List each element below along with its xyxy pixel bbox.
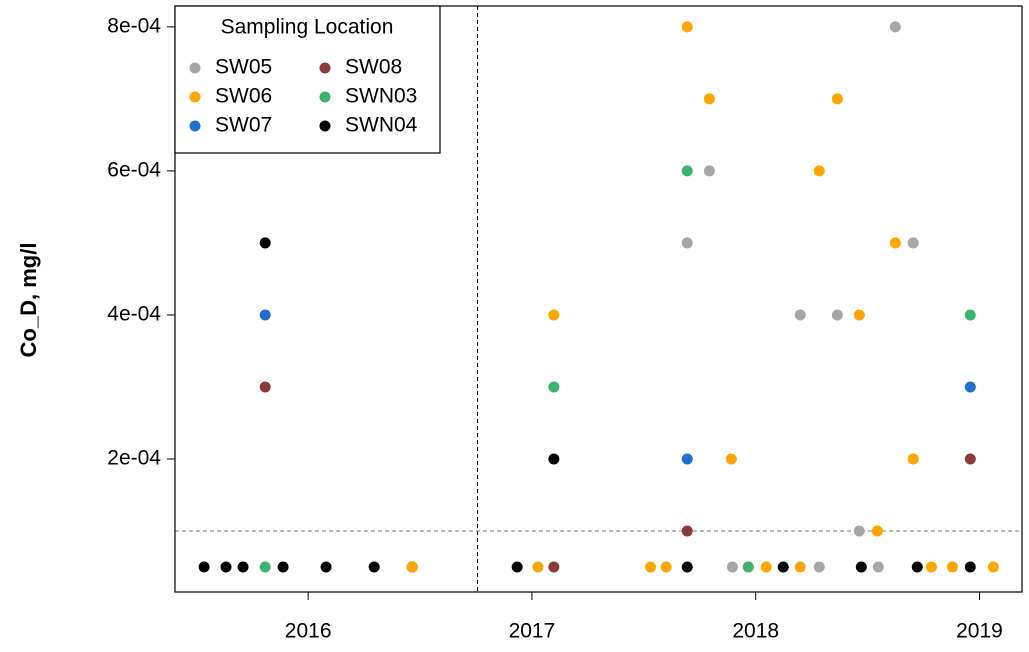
data-point xyxy=(220,561,232,573)
data-point xyxy=(964,381,976,393)
data-point xyxy=(964,561,976,573)
y-tick-label: 2e-04 xyxy=(107,447,161,470)
data-point xyxy=(548,309,560,321)
data-point xyxy=(198,561,210,573)
legend-label: SW05 xyxy=(215,56,272,79)
data-point xyxy=(760,561,772,573)
legend-title: Sampling Location xyxy=(221,16,394,39)
data-point xyxy=(645,561,657,573)
data-point xyxy=(987,561,999,573)
legend-box xyxy=(174,5,441,154)
data-point xyxy=(872,561,884,573)
data-point xyxy=(964,453,976,465)
data-point xyxy=(831,309,843,321)
data-point xyxy=(946,561,958,573)
data-point xyxy=(871,525,883,537)
x-tick-label: 2017 xyxy=(509,620,556,643)
x-tick-label: 2016 xyxy=(285,620,332,643)
legend-marker xyxy=(189,91,201,103)
y-tick-label: 8e-04 xyxy=(107,14,161,37)
data-point xyxy=(703,93,715,105)
data-point xyxy=(726,561,738,573)
legend-marker xyxy=(319,91,331,103)
y-tick-label: 4e-04 xyxy=(107,302,161,325)
data-point xyxy=(907,237,919,249)
data-point xyxy=(889,237,901,249)
data-point xyxy=(259,561,271,573)
data-point xyxy=(368,561,380,573)
data-point xyxy=(660,561,672,573)
data-point xyxy=(831,93,843,105)
data-point xyxy=(320,561,332,573)
x-tick-label: 2019 xyxy=(956,620,1003,643)
data-point xyxy=(259,381,271,393)
data-point xyxy=(964,309,976,321)
y-tick-label: 6e-04 xyxy=(107,158,161,181)
data-point xyxy=(813,165,825,177)
legend-label: SWN03 xyxy=(345,85,417,108)
data-point xyxy=(548,453,560,465)
data-point xyxy=(794,561,806,573)
data-point xyxy=(681,21,693,33)
data-point xyxy=(907,453,919,465)
data-point xyxy=(548,381,560,393)
data-point xyxy=(853,309,865,321)
data-point xyxy=(855,561,867,573)
data-point xyxy=(725,453,737,465)
data-point xyxy=(511,561,523,573)
data-point xyxy=(237,561,249,573)
data-point xyxy=(889,21,901,33)
data-point xyxy=(853,525,865,537)
legend-marker xyxy=(319,120,331,132)
data-point xyxy=(925,561,937,573)
legend-marker xyxy=(189,120,201,132)
data-point xyxy=(259,309,271,321)
data-point xyxy=(259,237,271,249)
plot-frame xyxy=(174,5,1023,593)
data-point xyxy=(681,237,693,249)
data-point xyxy=(548,561,560,573)
legend-label: SW08 xyxy=(345,56,402,79)
data-point xyxy=(681,525,693,537)
legend-label: SWN04 xyxy=(345,114,418,137)
data-point xyxy=(681,165,693,177)
y-axis-label: Co_D, mg/l xyxy=(16,243,41,358)
legend-marker xyxy=(189,62,201,74)
legend-marker xyxy=(319,62,331,74)
data-point xyxy=(406,561,418,573)
data-point xyxy=(911,561,923,573)
data-point xyxy=(813,561,825,573)
x-tick-label: 2018 xyxy=(732,620,779,643)
data-point xyxy=(777,561,789,573)
data-point xyxy=(703,165,715,177)
legend-label: SW07 xyxy=(215,114,272,137)
data-point xyxy=(742,561,754,573)
data-point xyxy=(681,453,693,465)
data-point xyxy=(681,561,693,573)
data-point xyxy=(794,309,806,321)
legend-label: SW06 xyxy=(215,85,272,108)
data-point xyxy=(532,561,544,573)
data-point xyxy=(277,561,289,573)
